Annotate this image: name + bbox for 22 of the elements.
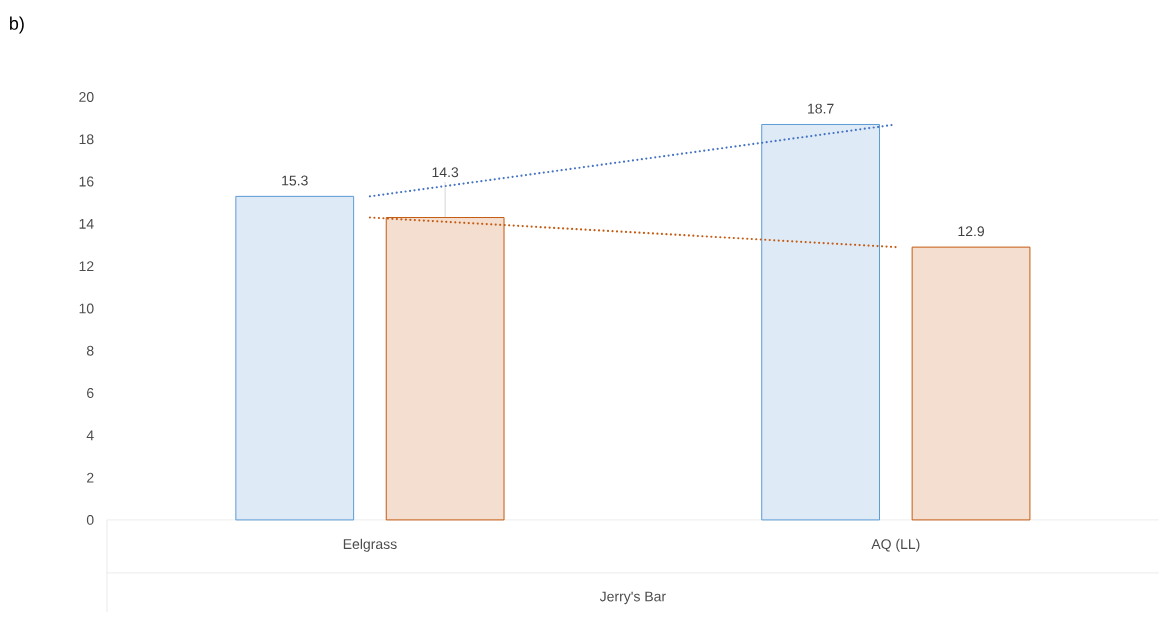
- y-tick-label: 2: [87, 472, 94, 483]
- bar: [235, 195, 355, 521]
- y-tick-label: 20: [79, 92, 94, 102]
- y-tick-label: 12: [79, 261, 94, 272]
- y-tick-label: 16: [79, 176, 94, 187]
- y-tick-label: 4: [86, 430, 94, 441]
- chart-title: b): [10, 16, 24, 34]
- bar: [761, 124, 881, 521]
- data-label: 14.3: [432, 167, 459, 178]
- x-axis-title: Jerry's Bar: [599, 591, 666, 605]
- x-tick-label: Eelgrass: [343, 538, 397, 552]
- y-tick-label: 0: [86, 514, 94, 525]
- y-tick-label: 18: [79, 134, 94, 145]
- y-tick-label: 6: [87, 388, 94, 399]
- data-label: 12.9: [958, 226, 984, 237]
- y-tick-label: 8: [86, 345, 94, 356]
- x-tick-label: AQ (LL): [871, 538, 920, 552]
- data-label: 15.3: [282, 175, 308, 186]
- bar: [911, 246, 1031, 521]
- y-tick-label: 14: [79, 219, 94, 229]
- y-tick-label: 10: [79, 303, 94, 314]
- data-label: 18.7: [808, 103, 834, 114]
